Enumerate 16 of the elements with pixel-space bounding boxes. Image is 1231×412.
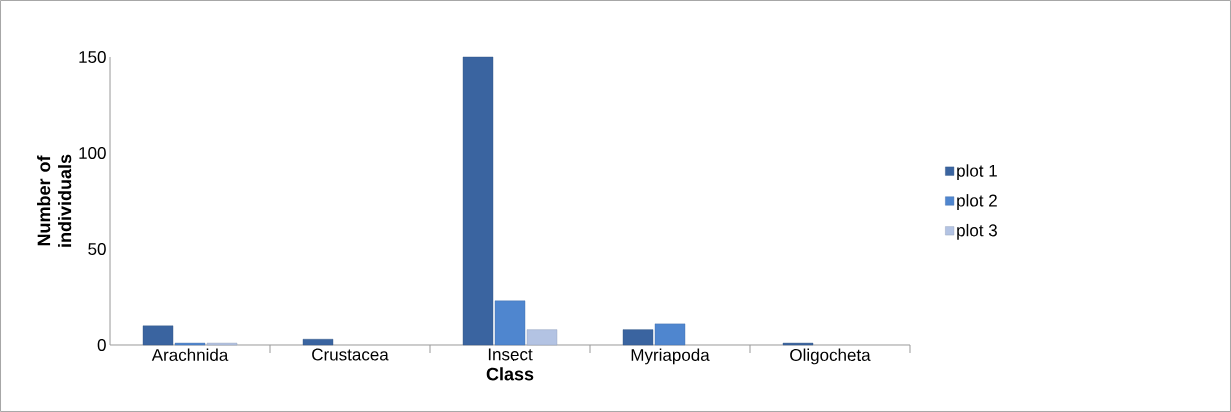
y-tick-label: 0: [97, 338, 106, 352]
x-tick-label: Myriapoda: [631, 348, 710, 365]
x-axis-title: Class: [486, 367, 534, 381]
bar: [302, 339, 334, 346]
y-tick-label: 50: [88, 242, 106, 256]
x-tick-label: Oligocheta: [790, 348, 871, 365]
y-tick-label: 150: [79, 50, 106, 64]
bar: [526, 329, 558, 346]
legend-label: plot 2: [957, 194, 997, 210]
y-tick-label: 100: [79, 146, 106, 160]
legend-label: plot 3: [957, 223, 997, 240]
x-tick-label: Insect: [488, 348, 533, 361]
legend-label: plot 1: [957, 164, 997, 181]
x-tick-label: Arachnida: [151, 348, 229, 362]
y-axis-title: Number of individuals: [37, 154, 72, 247]
x-tick-label: Crustacea: [312, 348, 389, 361]
